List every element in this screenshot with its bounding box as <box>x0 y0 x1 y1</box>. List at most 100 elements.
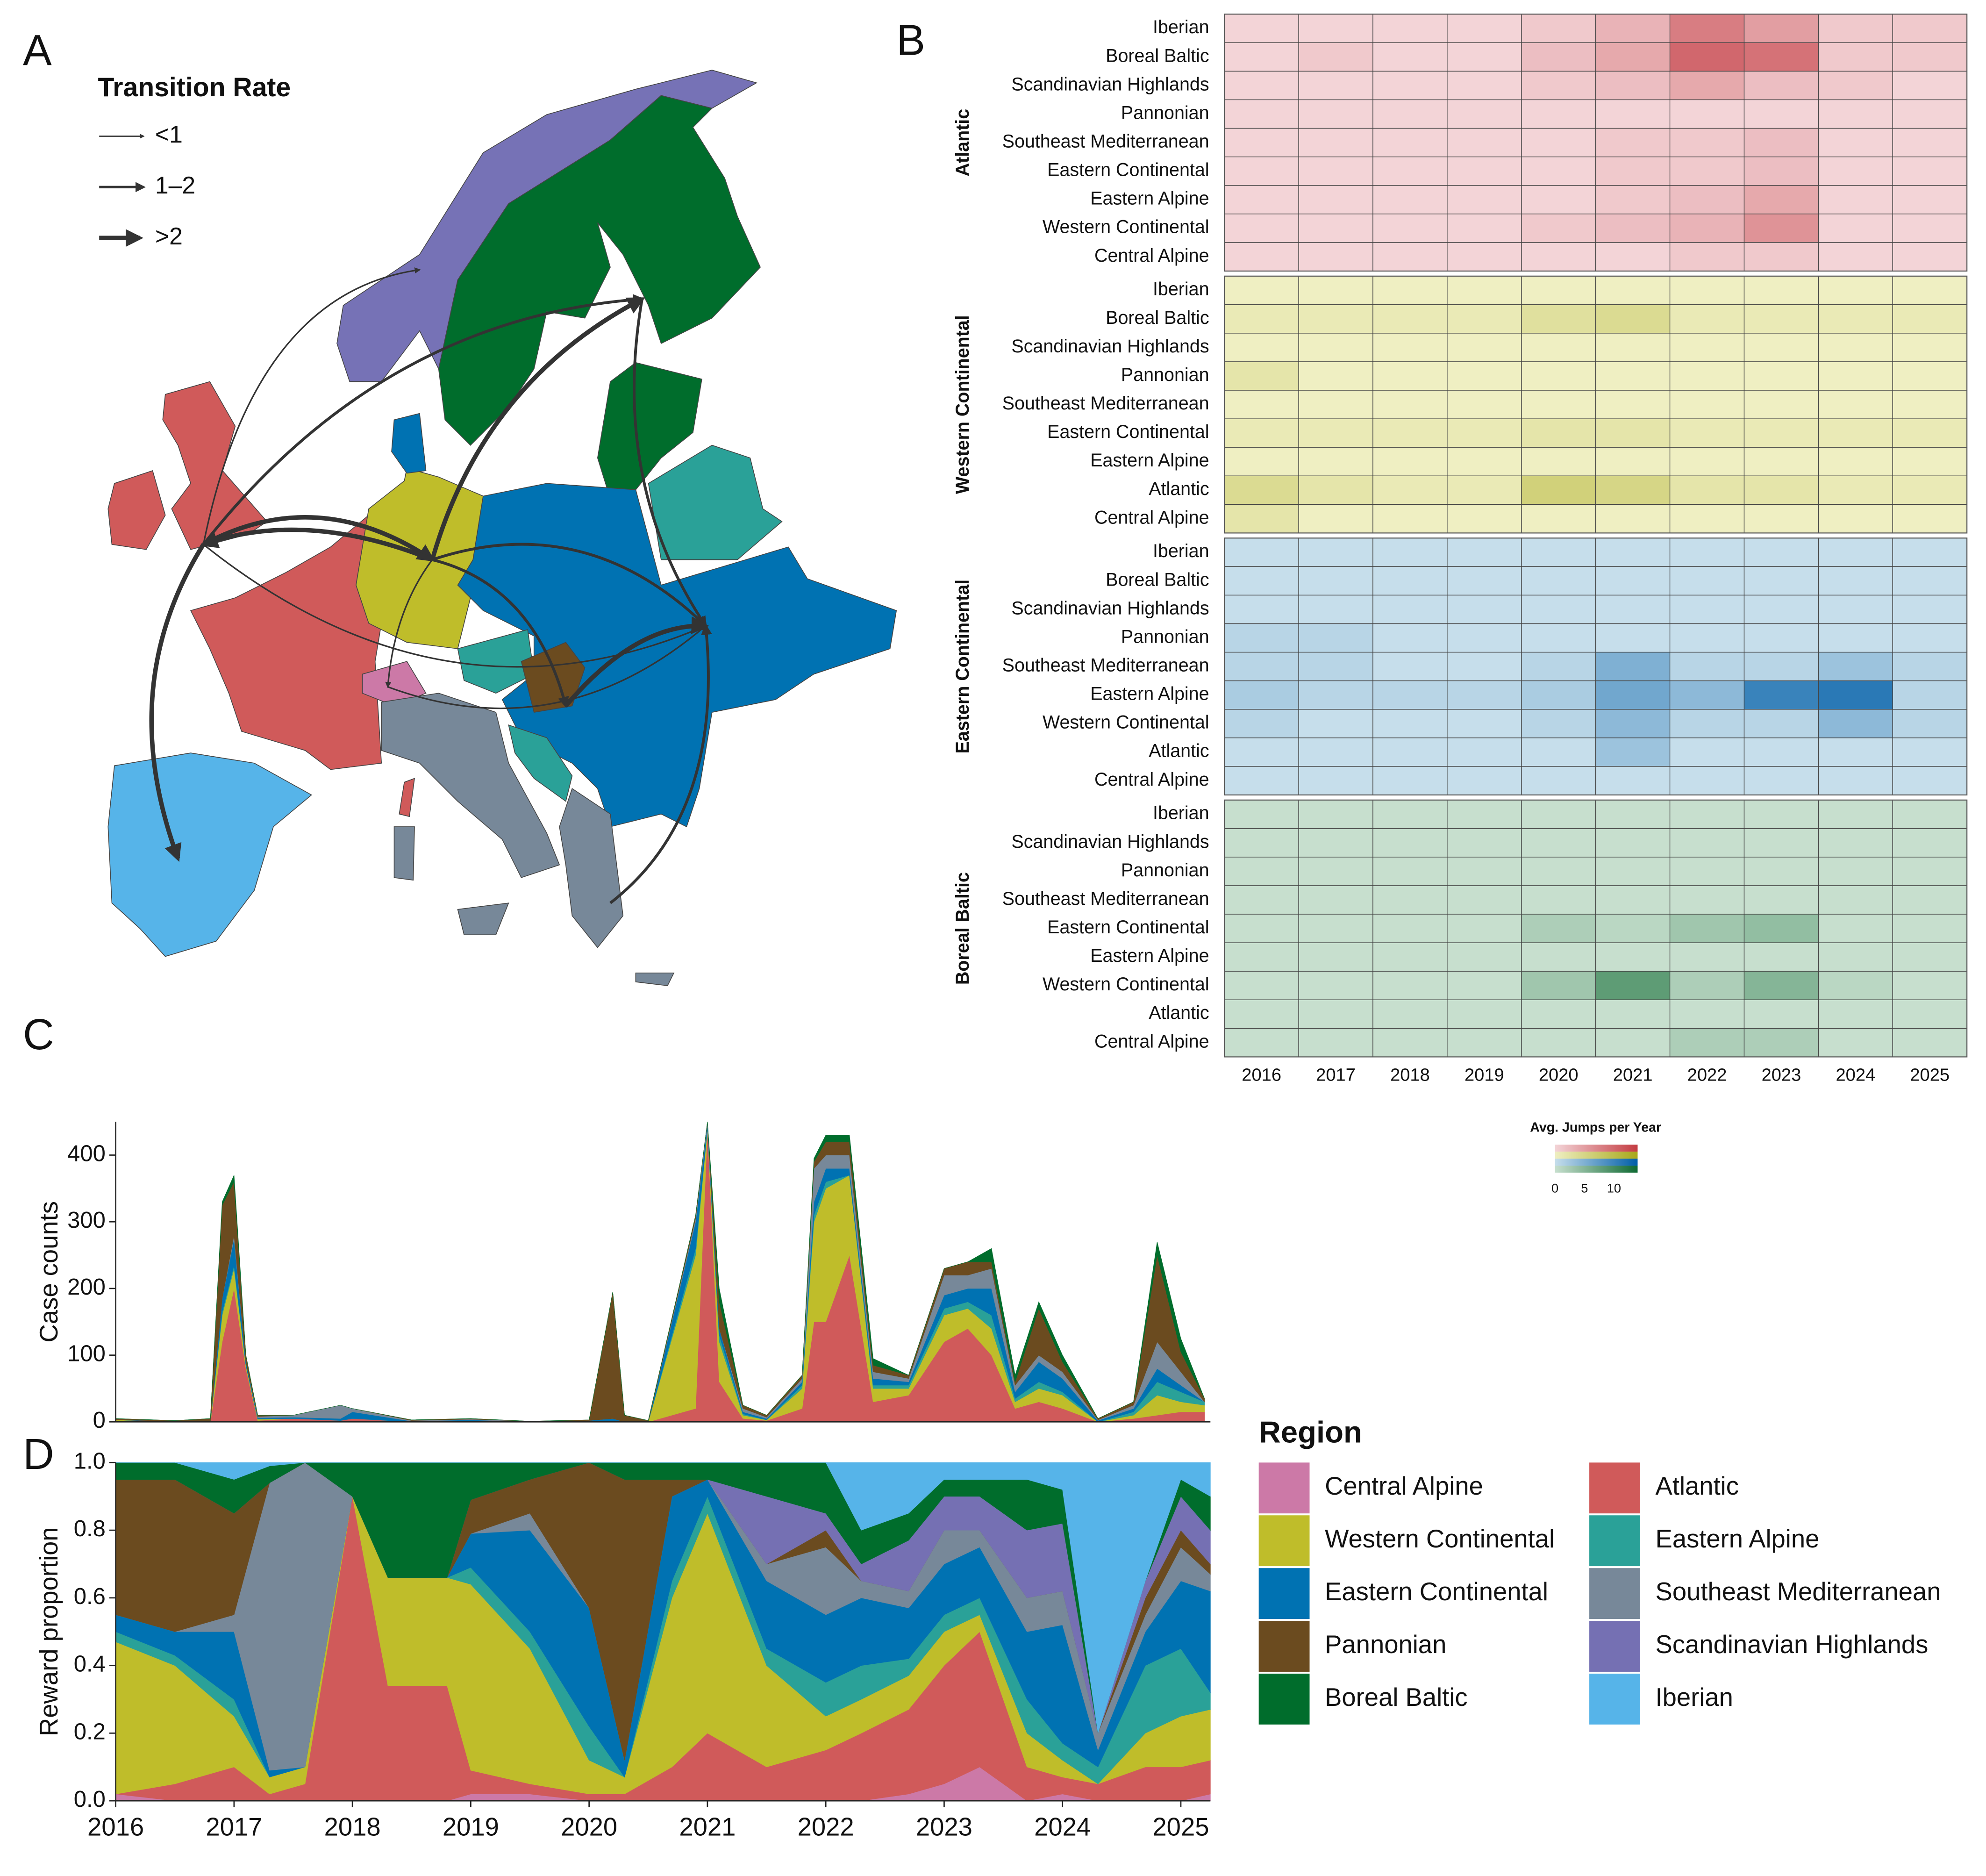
heat-cell <box>1372 128 1448 158</box>
heat-cell <box>1818 566 1893 596</box>
heat-cell <box>1892 709 1967 738</box>
heat-cell <box>1743 447 1819 476</box>
heat-cell <box>1669 71 1745 100</box>
region-shape <box>457 902 509 936</box>
heat-cell <box>1669 652 1745 681</box>
y-tick-label: 0.0 <box>74 1787 106 1812</box>
heat-cell <box>1818 942 1893 972</box>
row-label: Iberian <box>1153 17 1209 37</box>
heat-cell <box>1372 276 1448 305</box>
legend-title: Transition Rate <box>98 72 291 102</box>
heat-cell <box>1669 418 1745 448</box>
row-label: Atlantic <box>1149 741 1209 761</box>
group-frame <box>1224 275 1968 534</box>
heat-cell <box>1743 242 1819 272</box>
heat-cell <box>1224 333 1299 362</box>
heat-cell <box>1372 594 1448 624</box>
x-tick-label: 2022 <box>1687 1065 1727 1085</box>
heat-cell <box>1521 42 1596 72</box>
row-label: Western Continental <box>1043 974 1209 995</box>
row-label: Eastern Alpine <box>1090 945 1209 966</box>
x-tick-label: 2024 <box>1034 1812 1091 1841</box>
heat-cell <box>1521 214 1596 243</box>
heat-cell <box>1521 594 1596 624</box>
legend-label: Eastern Alpine <box>1656 1525 1820 1553</box>
heat-cell <box>1224 828 1299 858</box>
y-tick-label: 0.2 <box>74 1719 106 1744</box>
heat-cell <box>1595 709 1671 738</box>
heat-cell <box>1298 914 1373 943</box>
heat-cell <box>1595 242 1671 272</box>
heat-cell <box>1743 128 1819 158</box>
heat-cell <box>1595 390 1671 419</box>
heat-cell <box>1224 1028 1299 1058</box>
transition-arrow <box>430 297 645 560</box>
heat-cell <box>1595 418 1671 448</box>
heat-cell <box>1224 304 1299 334</box>
heat-cell <box>1298 1028 1373 1058</box>
heat-cell <box>1892 680 1967 710</box>
heat-cell <box>1818 738 1893 767</box>
colorbar-strip <box>1555 1159 1638 1166</box>
legend-swatch <box>1258 1568 1310 1619</box>
heat-cell <box>1298 800 1373 829</box>
heat-cell <box>1595 504 1671 534</box>
heat-cell <box>1521 333 1596 362</box>
x-tick-label: 2023 <box>916 1812 972 1841</box>
heat-cell <box>1298 42 1373 72</box>
heat-cell <box>1372 652 1448 681</box>
map <box>107 70 897 986</box>
heat-cell <box>1372 156 1448 186</box>
row-label: Iberian <box>1153 803 1209 823</box>
heat-cell <box>1595 566 1671 596</box>
heat-cell <box>1595 971 1671 1000</box>
legend-swatch <box>1589 1568 1640 1619</box>
heat-cell <box>1595 304 1671 334</box>
legend-label: <1 <box>155 121 183 148</box>
heat-cell <box>1521 361 1596 391</box>
heat-cell <box>1224 71 1299 100</box>
heat-cell <box>1447 504 1522 534</box>
legend-label: Western Continental <box>1325 1525 1555 1553</box>
legend-swatch <box>1589 1462 1640 1514</box>
heat-cell <box>1743 361 1819 391</box>
heat-cell <box>1521 418 1596 448</box>
x-tick-label: 2021 <box>1613 1065 1653 1085</box>
heat-cell <box>1298 14 1373 43</box>
heat-cell <box>1892 738 1967 767</box>
heat-cell <box>1669 680 1745 710</box>
heat-cell <box>1372 71 1448 100</box>
heat-cell <box>1818 766 1893 795</box>
heat-cell <box>1669 156 1745 186</box>
heat-cell <box>1298 128 1373 158</box>
heat-cell <box>1447 304 1522 334</box>
heat-cell <box>1669 885 1745 915</box>
heat-cell <box>1521 1028 1596 1058</box>
heat-cell <box>1372 42 1448 72</box>
heat-cell <box>1372 857 1448 886</box>
heat-cell <box>1447 652 1522 681</box>
y-axis-label: Reward proportion <box>35 1527 63 1736</box>
heat-cell <box>1818 333 1893 362</box>
heat-cell <box>1818 185 1893 215</box>
heat-cell <box>1521 766 1596 795</box>
row-label: Scandinavian Highlands <box>1011 336 1209 357</box>
heat-cell <box>1595 475 1671 505</box>
heat-cell <box>1743 623 1819 653</box>
heat-cell <box>1743 800 1819 829</box>
row-label: Southeast Mediterranean <box>1002 655 1209 676</box>
heat-cell <box>1521 537 1596 567</box>
heat-cell <box>1818 623 1893 653</box>
heat-cell <box>1298 185 1373 215</box>
heat-cell <box>1298 652 1373 681</box>
heat-cell <box>1669 709 1745 738</box>
heat-cell <box>1818 971 1893 1000</box>
region-shape <box>438 95 761 446</box>
heat-cell <box>1521 128 1596 158</box>
colorbar-strip <box>1555 1166 1638 1173</box>
area-boreal-baltic <box>115 1122 1205 1422</box>
heat-cell <box>1818 214 1893 243</box>
x-tick-label: 2018 <box>324 1812 381 1841</box>
group-label: Eastern Continental <box>952 580 973 754</box>
